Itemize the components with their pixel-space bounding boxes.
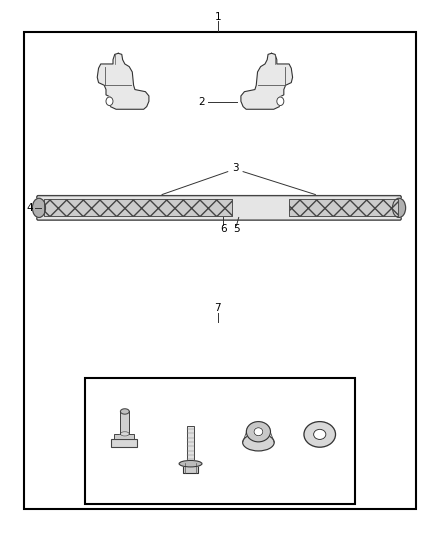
FancyBboxPatch shape <box>37 196 401 220</box>
Bar <box>44 199 232 216</box>
Ellipse shape <box>392 198 406 217</box>
Bar <box>289 199 398 216</box>
Ellipse shape <box>243 434 274 451</box>
Text: 1: 1 <box>214 12 221 22</box>
Bar <box>44 199 232 216</box>
Ellipse shape <box>304 422 336 447</box>
Bar <box>114 434 134 439</box>
Circle shape <box>106 97 113 106</box>
Text: 4: 4 <box>26 203 33 213</box>
Bar <box>187 426 194 465</box>
Bar <box>289 199 398 216</box>
Ellipse shape <box>246 422 270 442</box>
Polygon shape <box>241 53 293 109</box>
Text: 2: 2 <box>198 98 205 107</box>
Ellipse shape <box>314 430 326 439</box>
Circle shape <box>277 97 284 106</box>
Text: 3: 3 <box>232 163 239 173</box>
Ellipse shape <box>179 461 202 467</box>
Text: 6: 6 <box>220 224 227 234</box>
Bar <box>183 463 198 473</box>
Polygon shape <box>97 53 149 109</box>
Bar <box>85 378 355 504</box>
Bar <box>24 32 416 509</box>
Text: 7: 7 <box>214 303 221 313</box>
Bar <box>120 411 129 434</box>
Text: 5: 5 <box>233 224 240 234</box>
Ellipse shape <box>120 431 129 437</box>
Bar <box>111 439 137 447</box>
Ellipse shape <box>32 198 46 217</box>
Ellipse shape <box>254 427 263 436</box>
Ellipse shape <box>120 409 129 414</box>
